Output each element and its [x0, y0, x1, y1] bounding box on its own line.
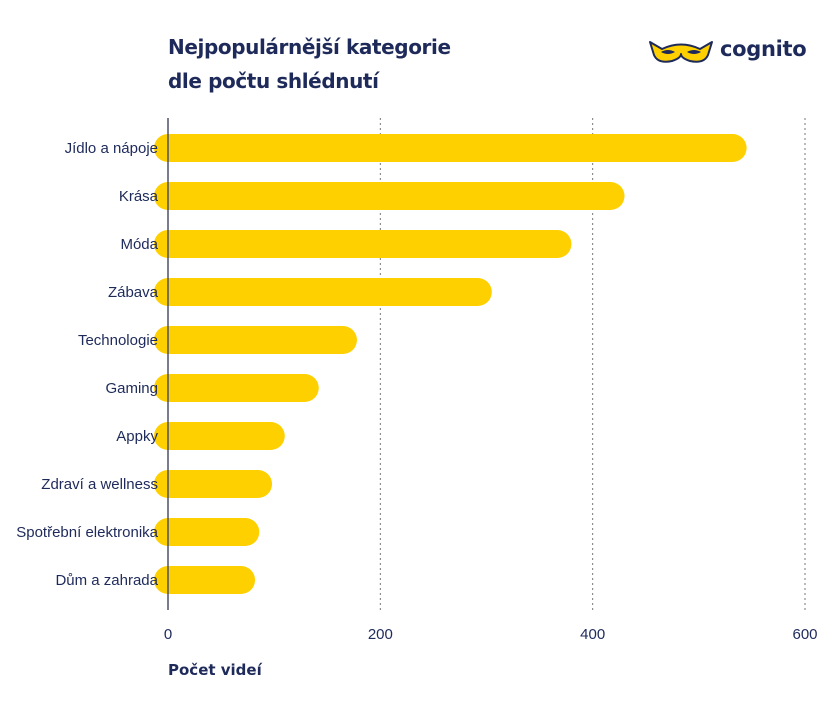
bar-7	[154, 470, 273, 498]
chart-title-line-1: Nejpopulárnější kategorie	[168, 35, 451, 59]
category-label-3: Zábava	[108, 284, 159, 301]
category-label-2: Móda	[120, 236, 158, 253]
chart-title: Nejpopulárnější kategorie dle počtu shlé…	[168, 30, 451, 98]
bar-8	[154, 518, 260, 546]
chart-title-line-2: dle počtu shlédnutí	[168, 69, 379, 93]
cognito-logo: cognito	[648, 34, 813, 74]
bar-3	[154, 278, 492, 306]
category-label-5: Gaming	[105, 380, 158, 397]
bar-6	[154, 422, 285, 450]
x-tick-label-200: 200	[368, 626, 393, 643]
category-label-7: Zdraví a wellness	[41, 476, 158, 493]
x-tick-label-0: 0	[164, 626, 172, 643]
bar-1	[154, 182, 625, 210]
logo-text: cognito	[720, 37, 807, 61]
bar-9	[154, 566, 256, 594]
bar-chart: Jídlo a nápoje Krása Móda Zábava Technologie…	[16, 118, 818, 643]
bar-0	[154, 134, 747, 162]
category-label-6: Appky	[116, 428, 158, 445]
x-tick-label-600: 600	[792, 626, 817, 643]
x-tick-label-400: 400	[580, 626, 605, 643]
bar-5	[154, 374, 319, 402]
bar-4	[154, 326, 357, 354]
bar-2	[154, 230, 572, 258]
category-label-8: Spotřební elektronika	[16, 524, 158, 541]
category-label-1: Krása	[119, 188, 159, 205]
mask-icon	[649, 41, 713, 63]
category-label-9: Dům a zahrada	[55, 572, 158, 589]
x-axis-label: Počet videí	[168, 661, 262, 679]
category-label-4: Technologie	[78, 332, 158, 349]
category-label-0: Jídlo a nápoje	[65, 140, 158, 157]
